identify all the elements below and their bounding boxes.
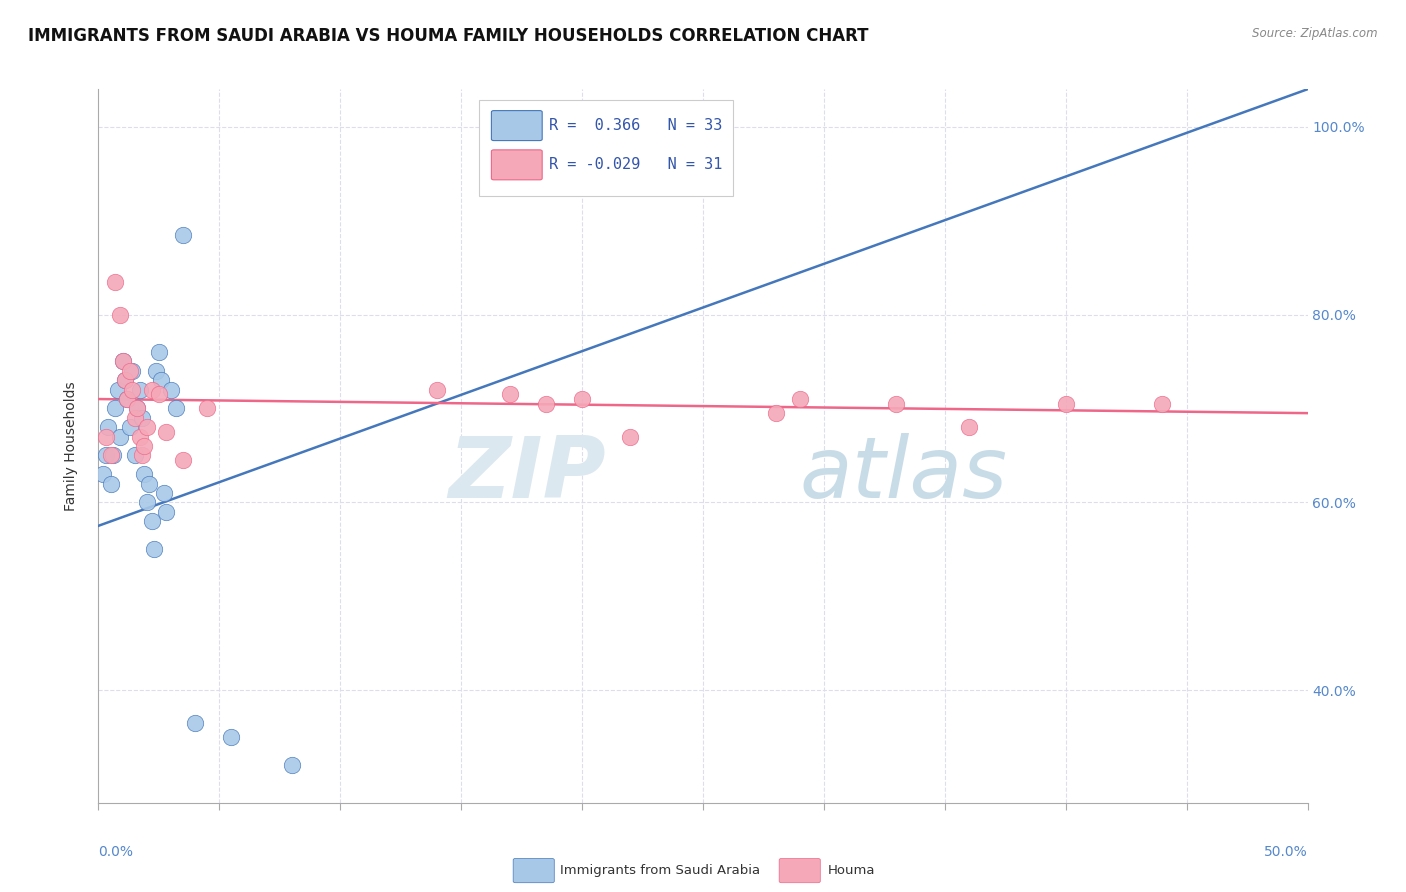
Text: Houma: Houma	[828, 864, 875, 877]
Point	[160, 383, 183, 397]
Point	[498, 387, 520, 401]
Point	[1152, 397, 1174, 411]
Point	[114, 373, 136, 387]
Point	[121, 364, 143, 378]
Point	[124, 449, 146, 463]
Text: Source: ZipAtlas.com: Source: ZipAtlas.com	[1253, 27, 1378, 40]
FancyBboxPatch shape	[479, 100, 734, 196]
Point	[127, 401, 149, 416]
Point	[155, 505, 177, 519]
Point	[957, 420, 980, 434]
Point	[135, 495, 157, 509]
Point	[165, 401, 187, 416]
Point	[426, 383, 449, 397]
Text: Immigrants from Saudi Arabia: Immigrants from Saudi Arabia	[561, 864, 761, 877]
Point	[117, 392, 139, 406]
Point	[148, 345, 170, 359]
Text: ZIP: ZIP	[449, 433, 606, 516]
Point	[118, 364, 141, 378]
Point	[104, 401, 127, 416]
Point	[117, 392, 139, 406]
Point	[97, 420, 120, 434]
Point	[121, 383, 143, 397]
Text: 50.0%: 50.0%	[1264, 845, 1308, 859]
Point	[138, 476, 160, 491]
Point	[131, 449, 153, 463]
Point	[143, 542, 166, 557]
Point	[221, 730, 243, 744]
Point	[1054, 397, 1077, 411]
Point	[134, 467, 156, 482]
Point	[534, 397, 557, 411]
FancyBboxPatch shape	[513, 858, 554, 883]
FancyBboxPatch shape	[492, 111, 543, 141]
Text: R =  0.366   N = 33: R = 0.366 N = 33	[550, 118, 723, 133]
Point	[108, 429, 131, 443]
Point	[134, 439, 156, 453]
Point	[128, 383, 150, 397]
Point	[91, 467, 114, 482]
Text: IMMIGRANTS FROM SAUDI ARABIA VS HOUMA FAMILY HOUSEHOLDS CORRELATION CHART: IMMIGRANTS FROM SAUDI ARABIA VS HOUMA FA…	[28, 27, 869, 45]
Point	[281, 758, 304, 772]
Point	[765, 406, 787, 420]
Point	[114, 373, 136, 387]
Point	[886, 397, 908, 411]
Point	[124, 410, 146, 425]
Point	[141, 514, 163, 528]
Y-axis label: Family Households: Family Households	[63, 381, 77, 511]
Point	[108, 308, 131, 322]
Point	[104, 275, 127, 289]
Point	[127, 401, 149, 416]
Point	[111, 354, 134, 368]
Point	[195, 401, 218, 416]
Point	[107, 383, 129, 397]
Point	[100, 476, 122, 491]
Point	[100, 449, 122, 463]
Point	[145, 364, 167, 378]
Point	[135, 420, 157, 434]
Point	[148, 387, 170, 401]
Point	[155, 425, 177, 439]
FancyBboxPatch shape	[492, 150, 543, 180]
Point	[619, 429, 641, 443]
Point	[571, 392, 593, 406]
Text: 0.0%: 0.0%	[98, 845, 134, 859]
Text: atlas: atlas	[800, 433, 1008, 516]
Point	[172, 453, 194, 467]
Point	[152, 486, 174, 500]
Point	[131, 410, 153, 425]
Point	[184, 716, 207, 731]
Point	[128, 429, 150, 443]
Point	[101, 449, 124, 463]
Point	[150, 373, 173, 387]
Point	[789, 392, 811, 406]
Point	[141, 383, 163, 397]
Point	[118, 420, 141, 434]
FancyBboxPatch shape	[779, 858, 820, 883]
Point	[94, 429, 117, 443]
Point	[94, 449, 117, 463]
Point	[111, 354, 134, 368]
Text: R = -0.029   N = 31: R = -0.029 N = 31	[550, 157, 723, 172]
Point	[172, 227, 194, 242]
